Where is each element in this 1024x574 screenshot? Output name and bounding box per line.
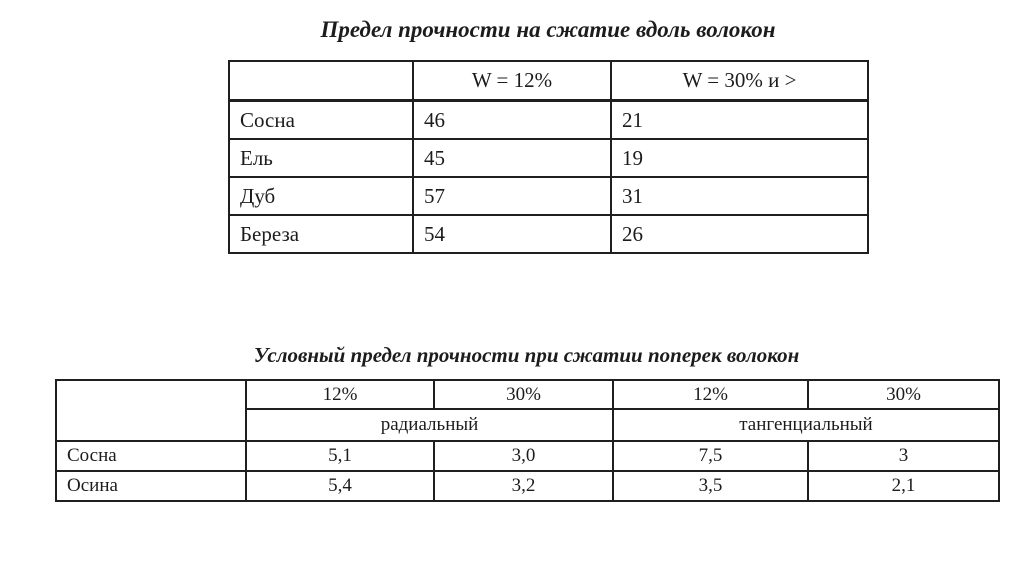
table1-cell: 19	[610, 138, 869, 178]
table1-cell: 57	[412, 176, 612, 216]
table1-cell: 31	[610, 176, 869, 216]
table1: W = 12% W = 30% и > Сосна 46 21 Ель 45 1…	[228, 60, 869, 254]
table2-cell: 5,4	[245, 470, 435, 502]
table2-row-label: Сосна	[55, 440, 247, 472]
table-row: Сосна 46 21	[228, 99, 869, 140]
table2: 12% 30% 12% 30% радиальный тангенциальны…	[55, 379, 1000, 502]
table-row: Сосна 5,1 3,0 7,5 3	[55, 440, 1000, 472]
table1-header-row: W = 12% W = 30% и >	[228, 60, 869, 102]
table2-cell: 2,1	[807, 470, 1000, 502]
table2-header-radial: радиальный	[245, 408, 614, 442]
table1-row-label: Дуб	[228, 176, 414, 216]
table2-cell: 5,1	[245, 440, 435, 472]
table1-cell: 54	[412, 214, 612, 254]
table2-cell: 3	[807, 440, 1000, 472]
table1-cell: 26	[610, 214, 869, 254]
table2-header-moisture: 12%	[612, 379, 809, 410]
table2-moisture-header-row: 12% 30% 12% 30%	[55, 379, 1000, 442]
table-row: Осина 5,4 3,2 3,5 2,1	[55, 470, 1000, 502]
table2-cell: 7,5	[612, 440, 809, 472]
table1-cell: 21	[610, 99, 869, 140]
table2-header-moisture: 30%	[807, 379, 1000, 410]
table-row: Ель 45 19	[228, 138, 869, 178]
table2-header-tangential: тангенциальный	[612, 408, 1000, 442]
table1-title: Предел прочности на сжатие вдоль волокон	[320, 17, 776, 42]
table2-cell: 3,0	[433, 440, 614, 472]
table2-cell: 3,2	[433, 470, 614, 502]
table2-header-empty-cell	[55, 379, 247, 442]
table2-title: Условный предел прочности при сжатии поп…	[253, 343, 800, 367]
table1-header-w12: W = 12%	[412, 60, 612, 102]
table1-row-label: Ель	[228, 138, 414, 178]
table2-cell: 3,5	[612, 470, 809, 502]
table2-header-moisture: 30%	[433, 379, 614, 410]
table1-header-empty-cell	[228, 60, 414, 102]
table1-cell: 46	[412, 99, 612, 140]
table-row: Береза 54 26	[228, 214, 869, 254]
table2-row-label: Осина	[55, 470, 247, 502]
table-row: Дуб 57 31	[228, 176, 869, 216]
table1-cell: 45	[412, 138, 612, 178]
table1-header-w30: W = 30% и >	[610, 60, 869, 102]
table2-header-moisture: 12%	[245, 379, 435, 410]
table1-row-label: Береза	[228, 214, 414, 254]
table2-direction-header-row: радиальный тангенциальный	[56, 408, 1000, 442]
table1-row-label: Сосна	[228, 99, 414, 140]
